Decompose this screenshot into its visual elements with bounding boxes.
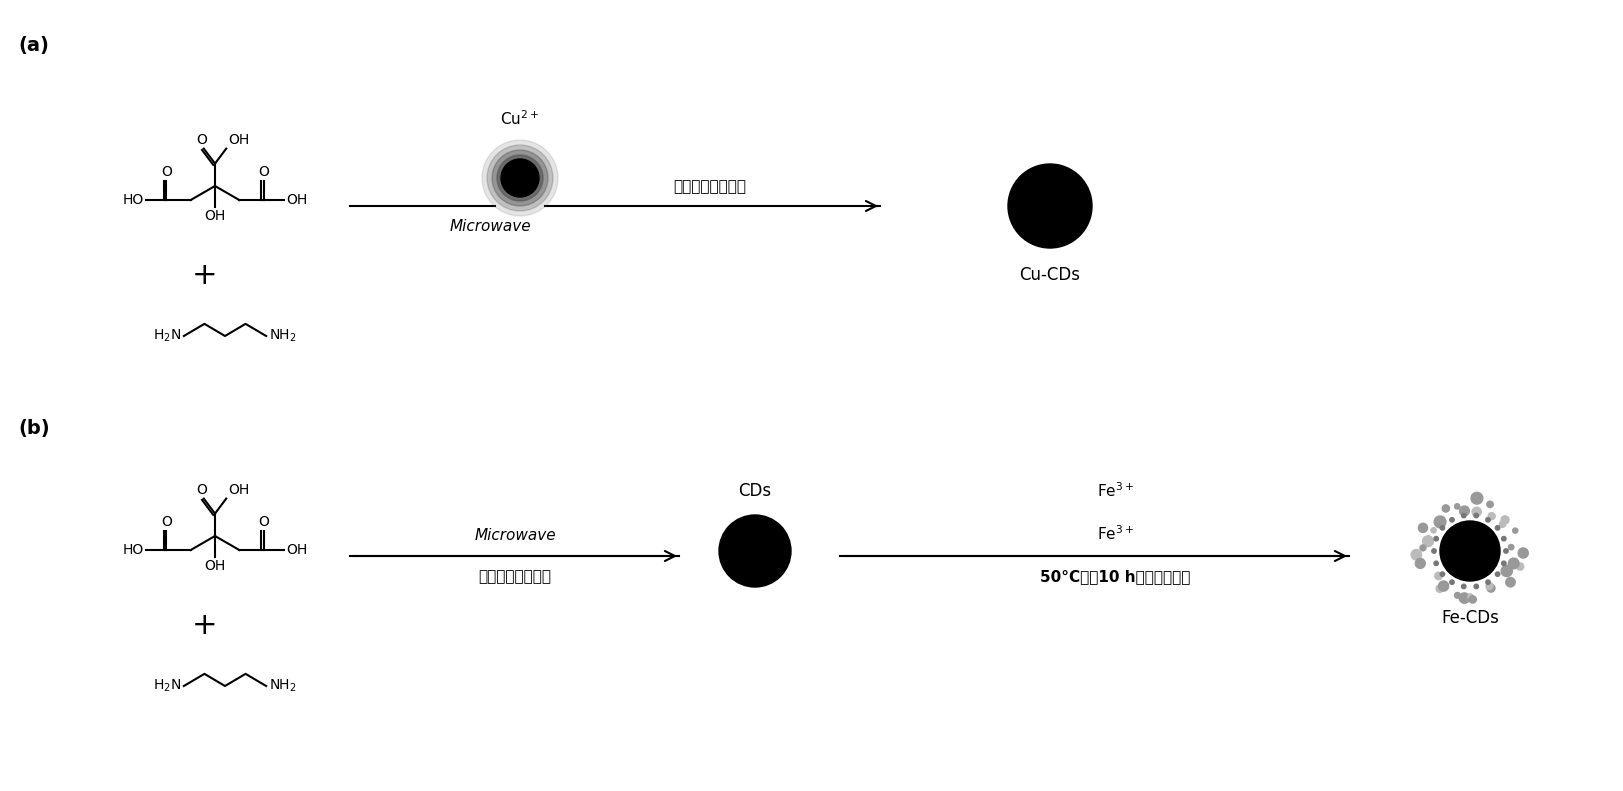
Circle shape [1495,526,1500,530]
Circle shape [1441,505,1448,512]
Circle shape [1505,577,1514,587]
Text: Microwave: Microwave [450,219,531,234]
Circle shape [1440,521,1500,581]
Text: NH$_2$: NH$_2$ [269,327,297,344]
Text: OH: OH [286,193,307,207]
Circle shape [1518,548,1527,558]
Text: O: O [196,133,208,146]
Circle shape [1419,545,1425,551]
Text: (a): (a) [18,36,49,55]
Circle shape [1459,506,1469,516]
Circle shape [487,145,553,211]
Text: Microwave: Microwave [474,528,555,543]
Circle shape [1440,526,1444,530]
Circle shape [1433,516,1444,528]
Text: Fe$^{3+}$: Fe$^{3+}$ [1096,524,1133,543]
Text: OH: OH [204,558,226,573]
Circle shape [1435,585,1443,592]
Circle shape [1474,513,1477,518]
Circle shape [1503,549,1508,553]
Text: OH: OH [286,543,307,557]
Circle shape [1467,594,1472,599]
Circle shape [1438,581,1448,591]
Text: OH: OH [229,133,250,146]
Text: Fe-CDs: Fe-CDs [1440,609,1498,627]
Circle shape [500,159,539,197]
Circle shape [1474,585,1477,589]
Circle shape [1433,561,1438,566]
Circle shape [1449,580,1453,585]
Circle shape [1435,572,1441,580]
Circle shape [1500,516,1508,524]
Circle shape [1487,585,1495,592]
Circle shape [1422,536,1433,547]
Text: HO: HO [122,543,144,557]
Circle shape [1508,544,1513,550]
Text: (b): (b) [18,419,50,438]
Circle shape [1498,521,1505,528]
Circle shape [1415,558,1425,569]
Text: 过滤，透析，干燥: 过滤，透析，干燥 [479,569,552,584]
Circle shape [1470,492,1482,504]
Circle shape [1487,513,1495,520]
Text: HO: HO [122,193,144,207]
Circle shape [492,150,547,206]
Circle shape [1454,504,1459,509]
Text: Cu-CDs: Cu-CDs [1019,266,1079,284]
Text: O: O [196,483,208,497]
Circle shape [497,155,542,201]
Circle shape [1516,563,1522,570]
Circle shape [1417,524,1427,532]
Text: O: O [161,515,172,529]
Circle shape [1495,572,1500,577]
Circle shape [1410,550,1420,560]
Text: +: + [192,262,217,290]
Circle shape [1511,528,1518,533]
Text: H$_2$N: H$_2$N [153,327,180,344]
Text: NH$_2$: NH$_2$ [269,678,297,694]
Text: Fe$^{3+}$: Fe$^{3+}$ [1096,481,1133,500]
Circle shape [1433,536,1438,541]
Circle shape [1485,583,1492,589]
Circle shape [1485,580,1490,585]
Circle shape [1008,164,1091,248]
Text: O: O [161,165,172,180]
Text: 过滤，透析，干燥: 过滤，透析，干燥 [674,179,747,194]
Text: 50°C搅拌10 h，洗涤，干燥: 50°C搅拌10 h，洗涤，干燥 [1039,569,1190,584]
Circle shape [1431,549,1435,553]
Text: H$_2$N: H$_2$N [153,678,180,694]
Circle shape [1430,528,1435,533]
Circle shape [1440,572,1444,577]
Circle shape [1470,507,1480,517]
Text: Cu$^{2+}$: Cu$^{2+}$ [500,109,539,128]
Circle shape [1501,536,1505,541]
Circle shape [1469,596,1475,603]
Text: O: O [258,165,269,180]
Circle shape [1487,501,1492,508]
Circle shape [1449,517,1453,522]
Circle shape [1501,561,1505,566]
Circle shape [1454,592,1459,598]
Text: OH: OH [204,209,226,222]
Circle shape [1485,517,1490,522]
Circle shape [719,515,790,587]
Text: +: + [192,611,217,641]
Text: CDs: CDs [738,482,771,500]
Circle shape [1508,558,1518,569]
Text: O: O [258,515,269,529]
Circle shape [1461,585,1466,589]
Circle shape [1459,593,1469,604]
Circle shape [1461,513,1466,518]
Circle shape [1500,566,1511,577]
Circle shape [482,140,558,216]
Text: OH: OH [229,483,250,497]
